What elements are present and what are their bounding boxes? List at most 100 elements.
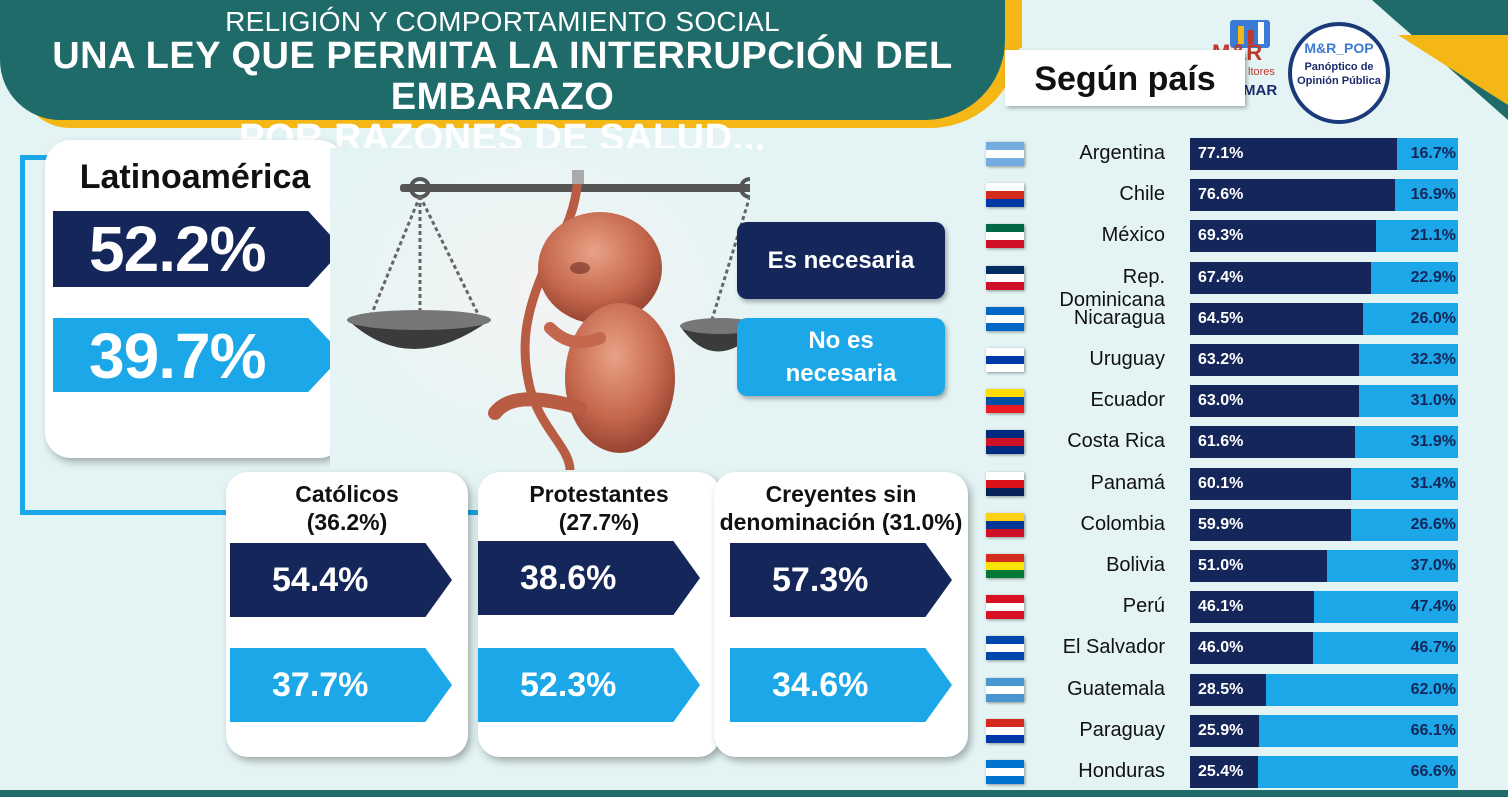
- label-no-rep-dominicana: 22.9%: [1410, 269, 1456, 286]
- latinoamerica-card: [45, 140, 345, 458]
- label-yes-costa-rica: 61.6%: [1198, 433, 1244, 450]
- bar-yes-per-: [1190, 591, 1314, 623]
- bar-yes-el-salvador: [1190, 632, 1313, 664]
- bar-yes-m-xico: [1190, 220, 1376, 252]
- flag-nicaragua-icon: [986, 307, 1024, 331]
- catolicos-title: Católicos (36.2%): [222, 480, 472, 536]
- catolicos-no-value: 37.7%: [272, 666, 369, 704]
- protestantes-title: Protestantes (27.7%): [474, 480, 724, 536]
- pop-logo-text: M&R_POP: [1304, 40, 1374, 56]
- label-no-nicaragua: 26.0%: [1410, 310, 1456, 327]
- bar-no-colombia: [1351, 509, 1458, 541]
- bar-no-ecuador: [1359, 385, 1458, 417]
- label-yes-argentina: 77.1%: [1198, 145, 1244, 162]
- bar-yes-bolivia: [1190, 550, 1327, 582]
- label-yes-ecuador: 63.0%: [1198, 392, 1244, 409]
- label-yes-per-: 46.1%: [1198, 598, 1244, 615]
- bar-yes-nicaragua: [1190, 303, 1363, 335]
- creyentes-title-line-1: Creyentes sin: [765, 481, 917, 507]
- label-yes-colombia: 59.9%: [1198, 516, 1244, 533]
- bar-no-per-: [1314, 591, 1458, 623]
- legend-no-line-2: necesaria: [785, 360, 897, 387]
- bar-no-rep-dominicana: [1371, 262, 1458, 294]
- flag-chile-icon: [986, 183, 1024, 207]
- label-no-per-: 47.4%: [1410, 598, 1456, 615]
- kicker-text: RELIGIÓN Y COMPORTAMIENTO SOCIAL: [225, 6, 780, 37]
- pop-logo-sub-1: Panóptico de: [1304, 61, 1374, 73]
- bar-no-panam-: [1351, 468, 1458, 500]
- country-label-honduras: Honduras: [1078, 760, 1165, 782]
- bar-yes-honduras: [1190, 756, 1258, 788]
- bar-no-uruguay: [1359, 344, 1458, 376]
- label-no-m-xico: 21.1%: [1410, 227, 1456, 244]
- bar-no-el-salvador: [1313, 632, 1458, 664]
- label-yes-rep-dominicana: 67.4%: [1198, 269, 1244, 286]
- country-label-ecuador: Ecuador: [1090, 389, 1166, 411]
- corner-decoration-accent: [1398, 35, 1508, 105]
- catolicos-yes-arrow: 54.4%: [230, 543, 452, 617]
- bar-yes-paraguay: [1190, 715, 1259, 747]
- country-label-colombia: Colombia: [1080, 513, 1165, 535]
- label-yes-panam-: 60.1%: [1198, 475, 1244, 492]
- label-no-el-salvador: 46.7%: [1410, 639, 1456, 656]
- label-no-panam-: 31.4%: [1410, 475, 1456, 492]
- mr-logo-mar: MAR: [1243, 82, 1278, 99]
- bar-yes-chile: [1190, 179, 1395, 211]
- latinoamerica-yes-arrow: 52.2%: [53, 211, 343, 287]
- catolicos-yes-value: 54.4%: [272, 561, 369, 599]
- creyentes-yes-value: 57.3%: [772, 561, 869, 599]
- header-banner: [0, 0, 1005, 120]
- protestantes-title-line-2: (27.7%): [558, 509, 640, 535]
- bar-yes-colombia: [1190, 509, 1351, 541]
- flag-el-salvador-icon: [986, 636, 1024, 660]
- bar-no-chile: [1395, 179, 1458, 211]
- flag-per--icon: [986, 595, 1024, 619]
- bar-no-argentina: [1397, 138, 1458, 170]
- flag-panam--icon: [986, 472, 1024, 496]
- bar-no-nicaragua: [1363, 303, 1458, 335]
- creyentes-title-line-2: denominación (31.0%): [719, 509, 963, 535]
- scale-fetus-illustration: [330, 148, 750, 470]
- title-line-1: UNA LEY QUE PERMITA LA INTERRUPCIÓN DEL …: [52, 35, 953, 118]
- protestantes-no-arrow: 52.3%: [478, 648, 700, 722]
- catolicos-title-line-2: (36.2%): [306, 509, 388, 535]
- bar-no-paraguay: [1259, 715, 1458, 747]
- legend-no-es-necesaria: No es necesaria: [737, 318, 945, 396]
- flag-paraguay-icon: [986, 719, 1024, 743]
- country-label-guatemala: Guatemala: [1067, 678, 1165, 700]
- bar-yes-panam-: [1190, 468, 1351, 500]
- label-no-paraguay: 66.1%: [1410, 722, 1456, 739]
- country-label-panam-: Panamá: [1090, 472, 1166, 494]
- catolicos-title-line-1: Católicos: [295, 481, 399, 507]
- latinoamerica-no-arrow: 39.7%: [53, 318, 343, 392]
- legend-es-necesaria: Es necesaria: [737, 222, 945, 299]
- country-label-rep-dominicana: Rep. Dominicana: [1059, 266, 1165, 311]
- creyentes-yes-arrow: 57.3%: [730, 543, 952, 617]
- country-label-chile: Chile: [1119, 183, 1165, 205]
- segun-pais-box: [1005, 50, 1245, 106]
- flag-m-xico-icon: [986, 224, 1024, 248]
- country-label-uruguay: Uruguay: [1089, 348, 1165, 370]
- label-yes-paraguay: 25.9%: [1198, 722, 1244, 739]
- bar-yes-costa-rica: [1190, 426, 1355, 458]
- mr-logo-sub: ltores: [1248, 66, 1275, 78]
- label-no-chile: 16.9%: [1410, 186, 1456, 203]
- divider-accent: [1016, 0, 1022, 48]
- bar-no-guatemala: [1266, 674, 1458, 706]
- bar-yes-argentina: [1190, 138, 1397, 170]
- mr-logo-icon: [1230, 20, 1270, 48]
- protestantes-yes-arrow: 38.6%: [478, 541, 700, 615]
- country-label-bolivia: Bolivia: [1106, 554, 1165, 576]
- label-no-guatemala: 62.0%: [1410, 681, 1456, 698]
- country-label-costa-rica: Costa Rica: [1067, 430, 1165, 452]
- label-no-colombia: 26.6%: [1410, 516, 1456, 533]
- label-no-argentina: 16.7%: [1410, 145, 1456, 162]
- label-yes-el-salvador: 46.0%: [1198, 639, 1244, 656]
- latinoamerica-yes-value: 52.2%: [89, 213, 266, 285]
- label-yes-guatemala: 28.5%: [1198, 681, 1244, 698]
- legend-no-line-1: No es: [808, 327, 874, 354]
- pop-logo-icon: [1288, 22, 1390, 124]
- label-yes-honduras: 25.4%: [1198, 763, 1244, 780]
- label-yes-nicaragua: 64.5%: [1198, 310, 1244, 327]
- latinoamerica-label: Latinoamérica: [79, 158, 311, 196]
